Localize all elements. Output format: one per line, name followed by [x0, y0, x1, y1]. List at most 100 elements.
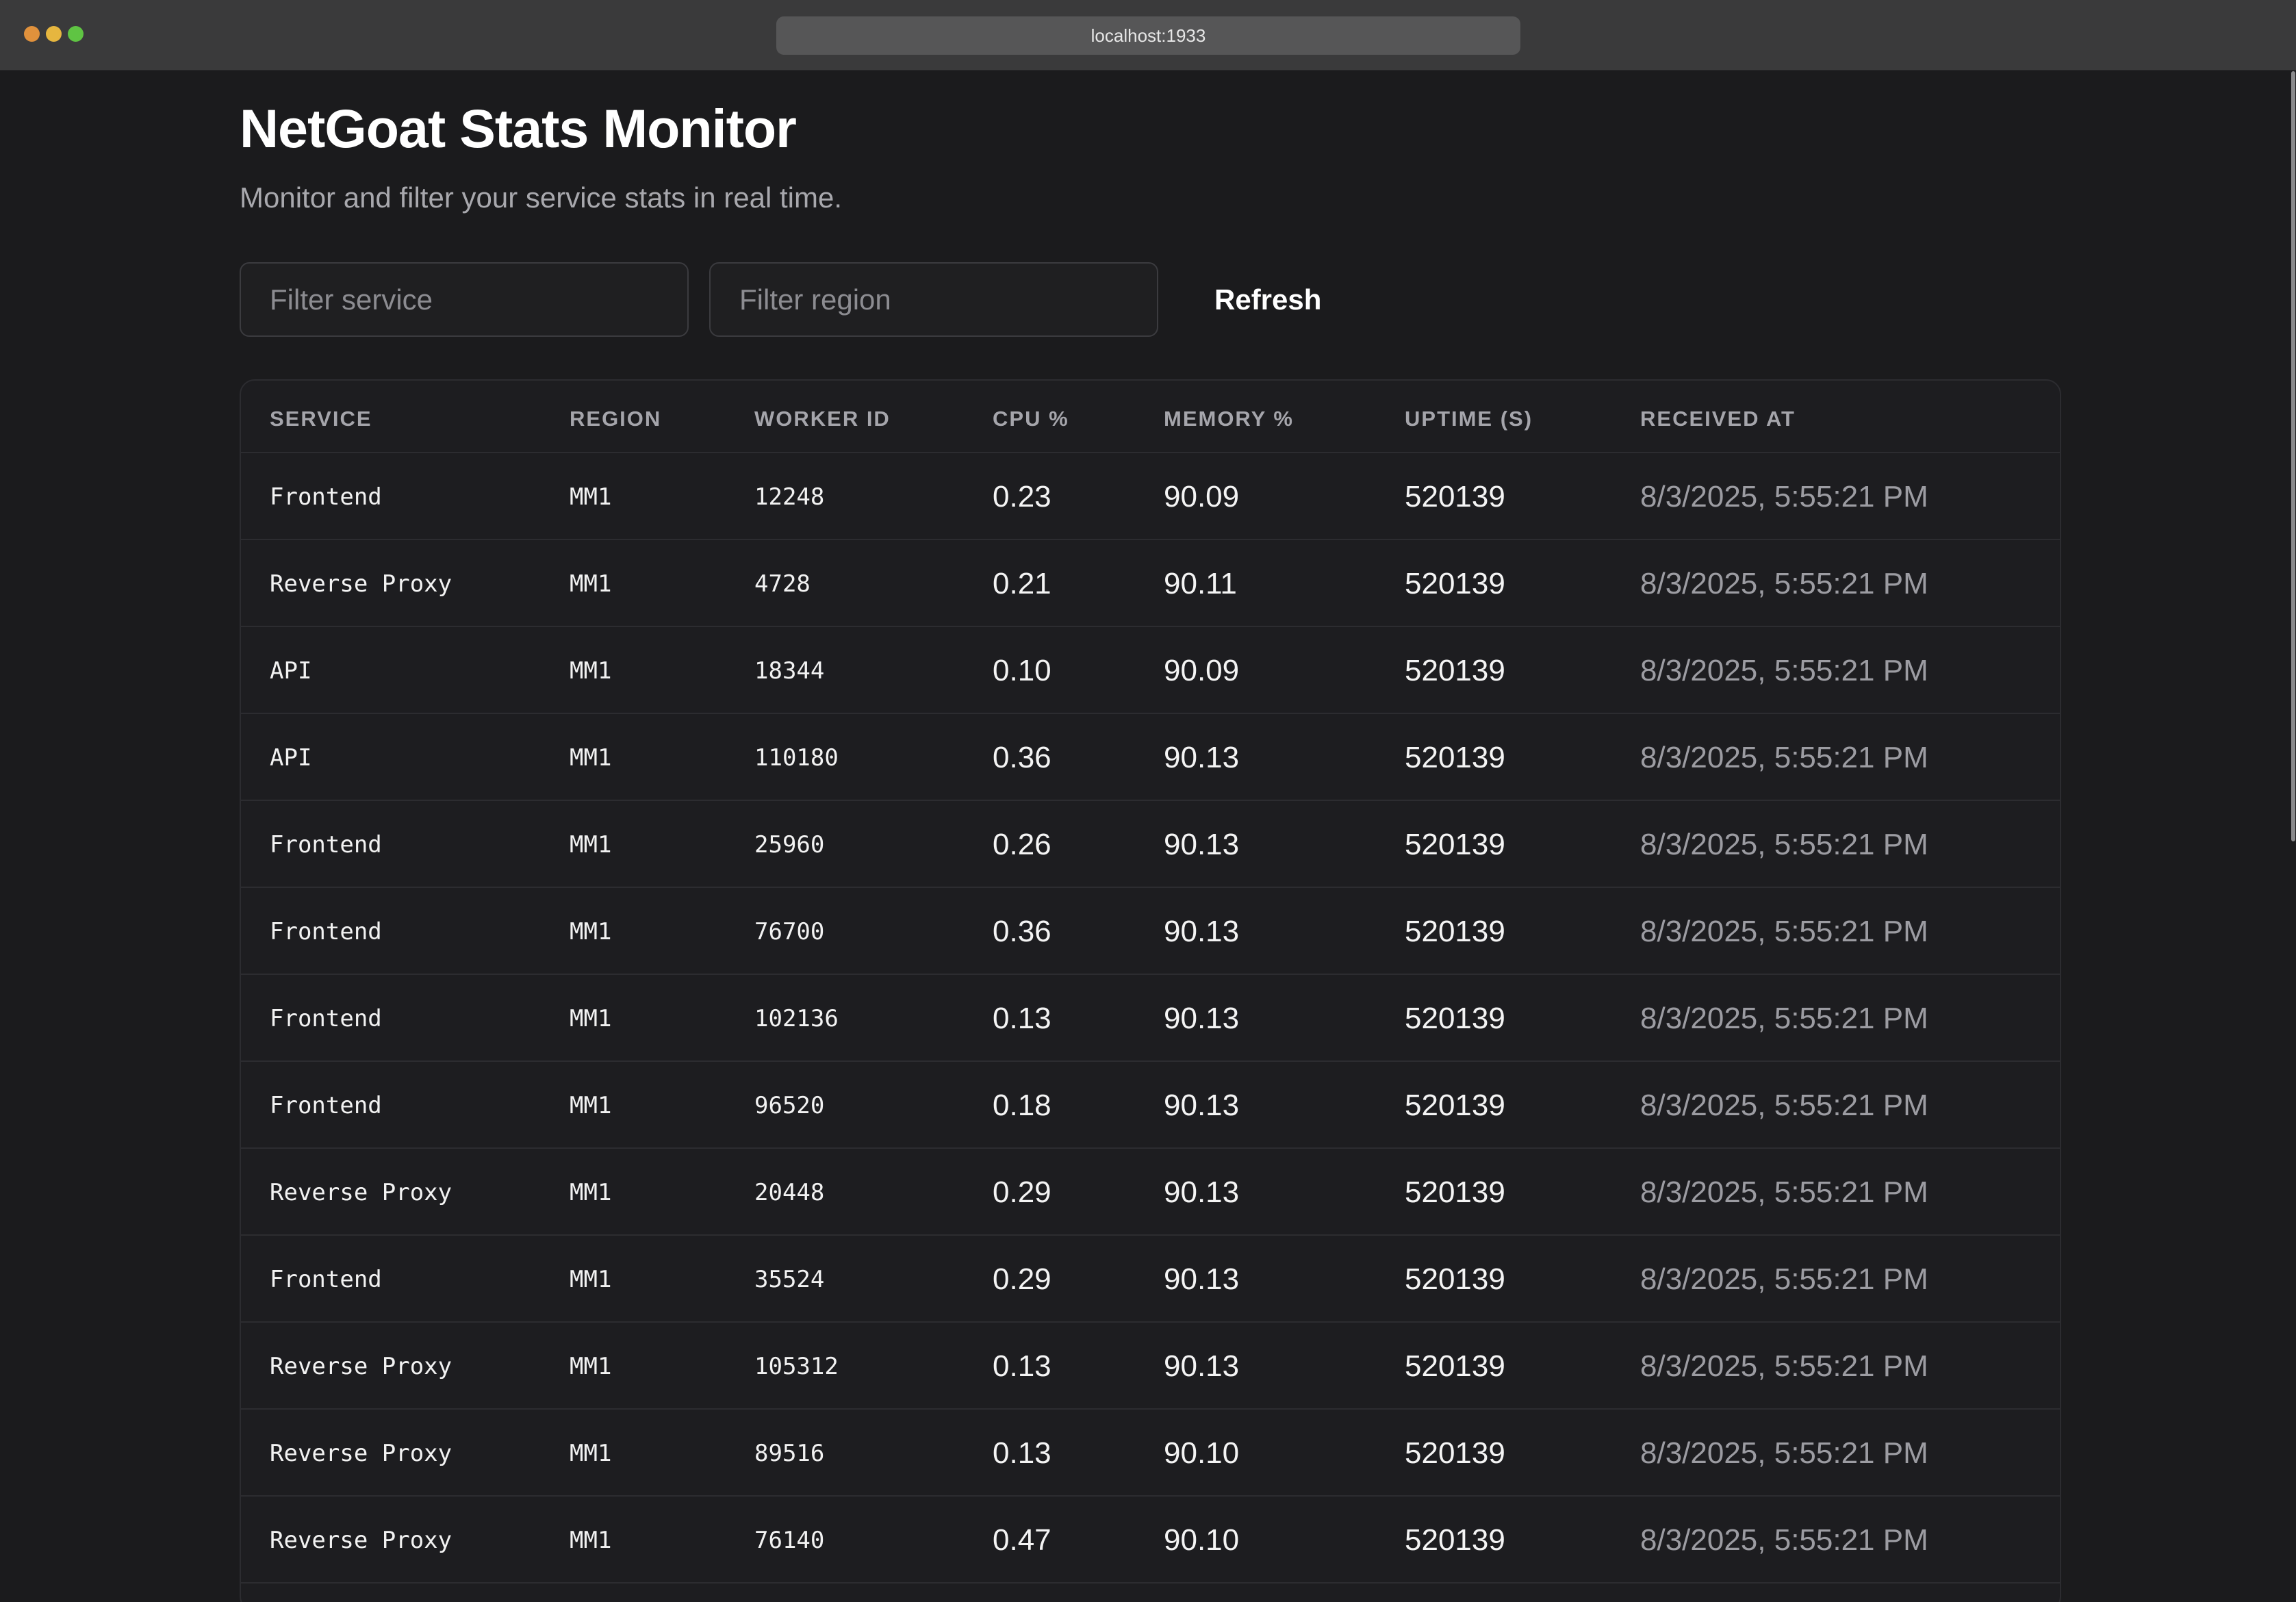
cell-memory: 90.13 — [1164, 1088, 1240, 1122]
table-row[interactable]: API MM1 110180 0.36 90.13 520139 8/3/2025, 5:5… — [241, 714, 2060, 801]
column-header-received-at[interactable]: RECEIVED AT — [1640, 407, 1796, 431]
cell-received-at: 8/3/2025, 5:55:21 PM — [1640, 827, 1928, 861]
cell-uptime: 520139 — [1405, 1088, 1505, 1122]
cell-uptime: 520139 — [1405, 827, 1505, 861]
cell-region: MM1 — [570, 1178, 612, 1206]
cell-worker-id: 110180 — [754, 743, 839, 772]
cell-uptime: 520139 — [1405, 479, 1505, 513]
table-row[interactable]: Reverse Proxy MM1 89516 0.13 90.10 520139 8/3/… — [241, 1410, 2060, 1497]
cell-worker-id: 35524 — [754, 1265, 825, 1293]
column-header-worker-id[interactable]: WORKER ID — [754, 407, 891, 431]
cell-worker-id: 89516 — [754, 1439, 825, 1467]
cell-service: Reverse Proxy — [270, 570, 452, 598]
page-title: NetGoat Stats Monitor — [240, 98, 797, 159]
cell-service: Reverse Proxy — [270, 1439, 452, 1467]
cell-received-at: 8/3/2025, 5:55:21 PM — [1640, 1436, 1928, 1470]
cell-memory: 90.09 — [1164, 653, 1240, 687]
cell-received-at: 8/3/2025, 5:55:21 PM — [1640, 740, 1928, 774]
cell-cpu: 0.13 — [993, 1436, 1051, 1470]
table-row[interactable]: Frontend MM1 12248 0.23 90.09 520139 8/3/2025,… — [241, 453, 2060, 540]
cell-region: MM1 — [570, 570, 612, 598]
table-row[interactable]: Frontend MM1 76700 0.36 90.13 520139 8/3/2025,… — [241, 888, 2060, 975]
table-row[interactable]: Reverse Proxy MM1 105312 0.13 90.13 520139 8/3… — [241, 1323, 2060, 1410]
cell-cpu: 0.36 — [993, 914, 1051, 948]
cell-uptime: 520139 — [1405, 653, 1505, 687]
table-row[interactable]: Reverse Proxy MM1 76140 0.47 90.10 520139 8/3/… — [241, 1497, 2060, 1584]
table-body: Frontend MM1 12248 0.23 90.09 520139 8/3/2025,… — [241, 453, 2060, 1584]
cell-region: MM1 — [570, 743, 612, 772]
column-header-cpu[interactable]: CPU % — [993, 407, 1069, 431]
cell-received-at: 8/3/2025, 5:55:21 PM — [1640, 1175, 1928, 1209]
cell-region: MM1 — [570, 1439, 612, 1467]
cell-memory: 90.13 — [1164, 1175, 1240, 1209]
cell-service: Frontend — [270, 1091, 382, 1119]
cell-uptime: 520139 — [1405, 740, 1505, 774]
cell-received-at: 8/3/2025, 5:55:21 PM — [1640, 1349, 1928, 1383]
address-bar[interactable]: localhost:1933 — [776, 16, 1520, 55]
cell-uptime: 520139 — [1405, 1001, 1505, 1035]
cell-received-at: 8/3/2025, 5:55:21 PM — [1640, 1088, 1928, 1122]
table-row[interactable]: Reverse Proxy MM1 20448 0.29 90.13 520139 8/3/… — [241, 1149, 2060, 1236]
table-row[interactable]: API MM1 18344 0.10 90.09 520139 8/3/2025, 5:55… — [241, 627, 2060, 714]
cell-uptime: 520139 — [1405, 1349, 1505, 1383]
cell-worker-id: 4728 — [754, 570, 811, 598]
filter-service-input[interactable] — [240, 262, 689, 337]
cell-cpu: 0.10 — [993, 653, 1051, 687]
cell-cpu: 0.13 — [993, 1001, 1051, 1035]
cell-worker-id: 96520 — [754, 1091, 825, 1119]
cell-memory: 90.13 — [1164, 1262, 1240, 1296]
cell-region: MM1 — [570, 657, 612, 685]
cell-received-at: 8/3/2025, 5:55:21 PM — [1640, 566, 1928, 600]
cell-service: Frontend — [270, 483, 382, 511]
cell-region: MM1 — [570, 1004, 612, 1032]
cell-memory: 90.10 — [1164, 1523, 1240, 1557]
cell-service: Frontend — [270, 1004, 382, 1032]
refresh-button[interactable]: Refresh — [1191, 262, 1344, 337]
cell-service: API — [270, 657, 312, 685]
column-header-service[interactable]: SERVICE — [270, 407, 372, 431]
cell-service: Reverse Proxy — [270, 1526, 452, 1554]
cell-uptime: 520139 — [1405, 566, 1505, 600]
cell-cpu: 0.26 — [993, 827, 1051, 861]
cell-received-at: 8/3/2025, 5:55:21 PM — [1640, 914, 1928, 948]
cell-memory: 90.13 — [1164, 1349, 1240, 1383]
table-row[interactable]: Reverse Proxy MM1 4728 0.21 90.11 520139 8/3/2… — [241, 540, 2060, 627]
cell-worker-id: 18344 — [754, 657, 825, 685]
cell-region: MM1 — [570, 483, 612, 511]
cell-service: Reverse Proxy — [270, 1178, 452, 1206]
cell-uptime: 520139 — [1405, 1523, 1505, 1557]
column-header-memory[interactable]: MEMORY % — [1164, 407, 1294, 431]
cell-uptime: 520139 — [1405, 1175, 1505, 1209]
cell-service: Frontend — [270, 917, 382, 945]
table-row[interactable]: Frontend MM1 25960 0.26 90.13 520139 8/3/2025,… — [241, 801, 2060, 888]
column-header-region[interactable]: REGION — [570, 407, 662, 431]
cell-worker-id: 76700 — [754, 917, 825, 945]
cell-worker-id: 102136 — [754, 1004, 839, 1032]
cell-memory: 90.13 — [1164, 827, 1240, 861]
table-row[interactable]: Frontend MM1 96520 0.18 90.13 520139 8/3/2025,… — [241, 1062, 2060, 1149]
column-header-uptime[interactable]: UPTIME (S) — [1405, 407, 1533, 431]
cell-memory: 90.11 — [1164, 566, 1237, 600]
cell-region: MM1 — [570, 1352, 612, 1380]
table-row[interactable]: Frontend MM1 102136 0.13 90.13 520139 8/3/2025… — [241, 975, 2060, 1062]
cell-service: Frontend — [270, 830, 382, 859]
minimize-window-button[interactable] — [46, 26, 62, 42]
cell-service: Reverse Proxy — [270, 1352, 452, 1380]
cell-memory: 90.13 — [1164, 740, 1240, 774]
table-row[interactable]: Frontend MM1 35524 0.29 90.13 520139 8/3/2025,… — [241, 1236, 2060, 1323]
filter-region-input[interactable] — [709, 262, 1158, 337]
cell-received-at: 8/3/2025, 5:55:21 PM — [1640, 1523, 1928, 1557]
cell-received-at: 8/3/2025, 5:55:21 PM — [1640, 1262, 1928, 1296]
cell-cpu: 0.36 — [993, 740, 1051, 774]
cell-uptime: 520139 — [1405, 1262, 1505, 1296]
cell-memory: 90.09 — [1164, 479, 1240, 513]
stats-table: SERVICE REGION WORKER ID CPU % MEMORY % … — [240, 379, 2061, 1602]
cell-cpu: 0.29 — [993, 1262, 1051, 1296]
maximize-window-button[interactable] — [68, 26, 84, 42]
cell-worker-id: 76140 — [754, 1526, 825, 1554]
cell-received-at: 8/3/2025, 5:55:21 PM — [1640, 479, 1928, 513]
scrollbar-thumb[interactable] — [2291, 71, 2295, 841]
cell-uptime: 520139 — [1405, 914, 1505, 948]
cell-cpu: 0.18 — [993, 1088, 1051, 1122]
close-window-button[interactable] — [24, 26, 40, 42]
